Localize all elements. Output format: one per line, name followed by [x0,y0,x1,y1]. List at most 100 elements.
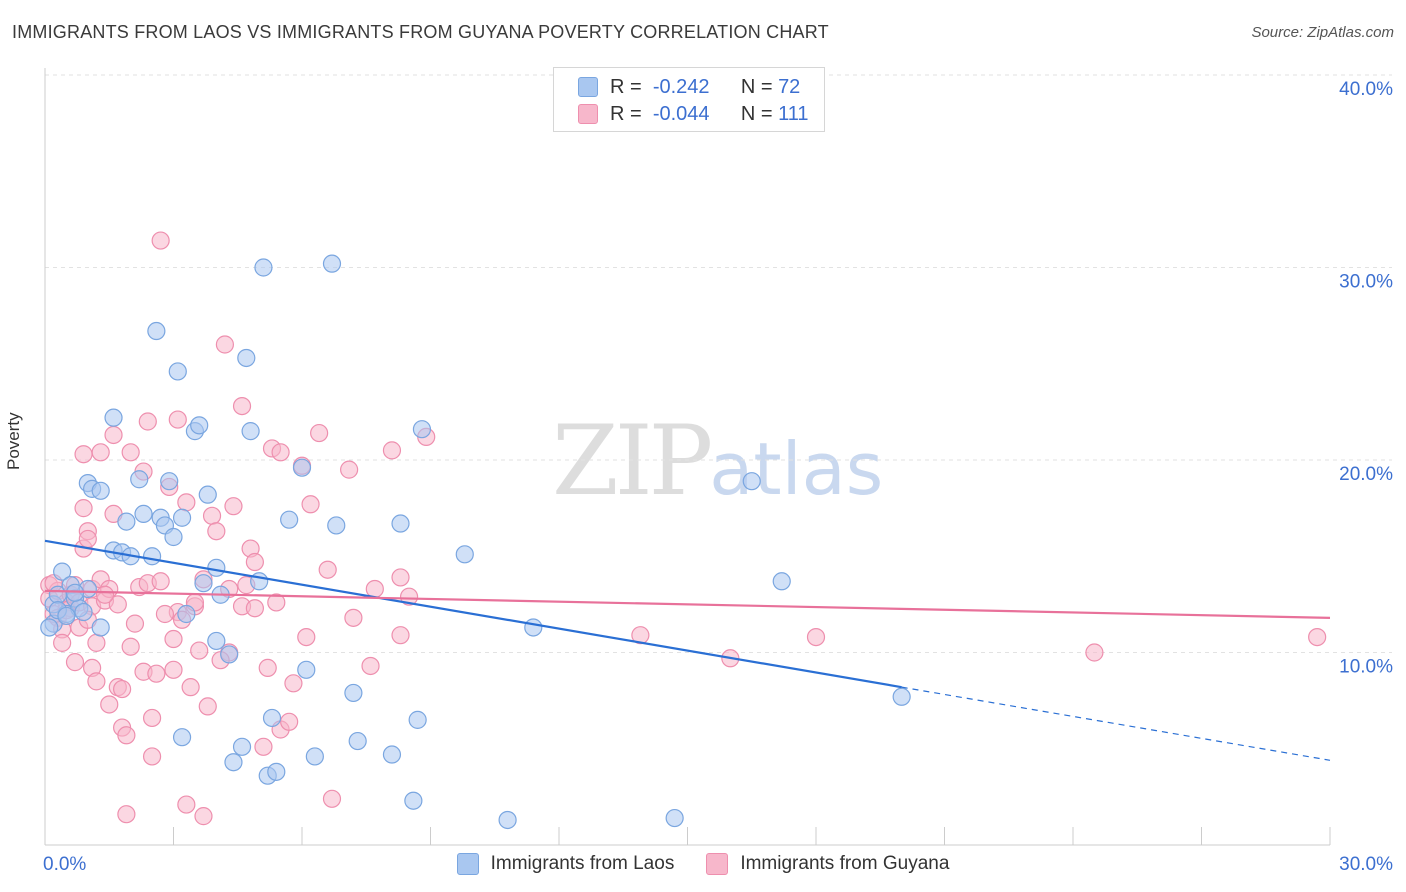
legend-item-guyana: Immigrants from Guyana [706,853,949,875]
laos-point [134,504,153,524]
legend-n-value: 72 [778,75,801,98]
guyana-point [631,626,650,645]
laos-point [404,791,423,810]
guyana-point [391,568,410,587]
guyana-point [78,529,97,549]
guyana-point [108,595,127,614]
laos-point [190,416,209,435]
guyana-point [198,697,217,716]
laos-point [280,510,299,529]
guyana-point [164,660,183,679]
laos-point [130,470,149,489]
guyana-point [151,231,170,250]
laos-legend-label: Immigrants from Laos [490,853,675,874]
laos-swatch [578,77,598,97]
guyana-point [168,410,187,429]
laos-point [104,408,123,427]
guyana-trend-line [44,589,1331,619]
guyana-point [142,747,162,766]
y-tick-label: 40.0% [1339,79,1393,100]
guyana-point [87,672,106,691]
legend-n-label: N = [740,75,773,98]
guyana-point [340,460,359,479]
guyana-point [95,585,115,604]
laos-point [455,545,474,564]
y-axis-label: Poverty [4,412,23,470]
guyana-point [91,443,110,462]
legend-r-value: -0.044 [652,102,710,125]
laos-point [892,687,911,706]
guyana-point [112,679,132,699]
guyana-point [284,674,303,693]
laos-point [665,808,684,828]
guyana-point [399,587,419,606]
watermark: ZIPatlas [552,405,883,517]
guyana-point [245,552,264,572]
guyana-point [207,522,226,541]
laos-point [382,745,402,764]
guyana-point [104,425,123,445]
guyana-point [190,641,209,660]
laos-point [142,547,162,566]
legend-n-value: 111 [778,102,809,125]
legend-r-label: R = [610,75,642,98]
guyana-point [232,397,252,416]
guyana-point [215,335,234,354]
laos-point [91,481,110,500]
guyana-point [344,608,363,627]
laos-point [198,485,217,504]
laos-point [91,618,110,637]
laos-point [177,604,196,624]
laos-point [524,618,543,637]
y-tick-label: 10.0% [1339,657,1393,678]
guyana-point [297,627,316,647]
guyana-point [202,506,222,525]
guyana-point [258,658,277,678]
guyana-point [301,495,320,514]
laos-point [262,708,282,728]
guyana-legend-swatch [706,853,729,875]
guyana-point [365,579,384,599]
laos-point [254,258,273,277]
laos-point [327,516,346,535]
laos-point [168,362,187,381]
laos-point [172,728,192,747]
laos-point [344,683,363,703]
guyana-point [1085,643,1104,662]
laos-point [65,583,85,602]
guyana-point [382,441,402,460]
laos-point [742,472,761,491]
guyana-point [177,493,196,512]
laos-point [348,731,367,751]
legend-r-label: R = [610,102,642,125]
guyana-swatch [578,104,598,124]
laos-legend-swatch [456,853,479,875]
guyana-point [138,412,157,431]
laos-point [220,645,239,664]
laos-point [237,348,256,368]
guyana-point [74,499,93,518]
guyana-point [318,560,337,579]
laos-point [322,254,342,273]
guyana-point [391,626,410,645]
watermark-atlas: atlas [709,427,884,511]
guyana-point [74,445,93,464]
laos-trend-line [44,539,902,689]
guyana-point [181,678,200,697]
laos-point [207,631,226,651]
laos-point [207,558,226,577]
laos-point [40,618,59,637]
guyana-point [151,572,170,591]
guyana-point [310,423,329,443]
laos-point [498,810,517,830]
laos-point [408,710,427,729]
laos-point [391,514,410,533]
guyana-point [53,633,72,652]
guyana-point [155,604,175,624]
laos-point [267,762,286,781]
laos-point [172,508,192,527]
guyana-point [164,629,183,649]
guyana-point [125,614,145,633]
x-tick-label: 0.0% [43,854,86,875]
